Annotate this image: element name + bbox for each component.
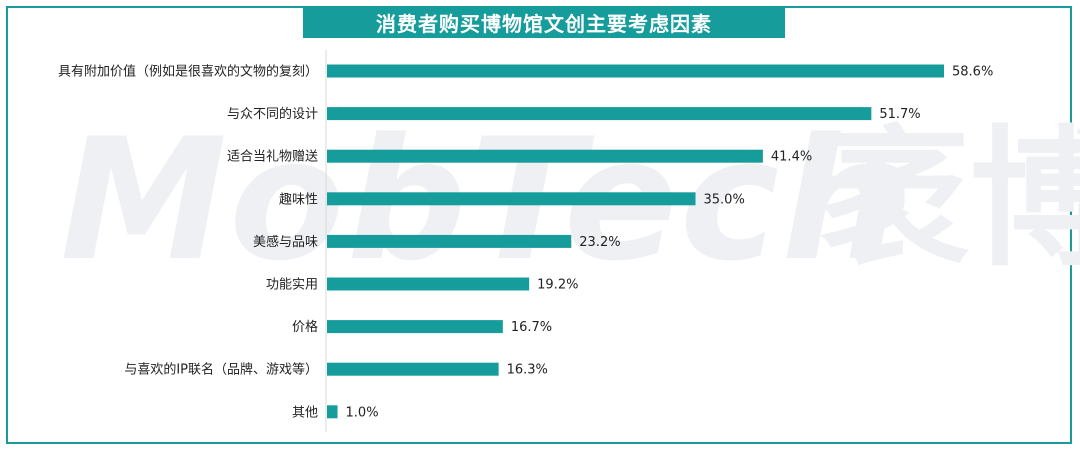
bar [327,149,763,163]
category-label: 与喜欢的IP联名（品牌、游戏等） [124,362,318,378]
value-label: 16.3% [507,363,548,378]
bar [327,107,872,121]
category-label: 趣味性 [279,192,318,207]
value-label: 58.6% [952,65,993,80]
bar [327,192,696,206]
chart-title: 消费者购买博物馆文创主要考虑因素 [303,6,785,38]
value-label: 35.0% [704,192,745,207]
bar [327,277,530,291]
category-label: 功能实用 [266,278,318,293]
bar [327,64,944,78]
category-label: 价格 [292,319,318,335]
bar [327,320,503,334]
bar [327,405,338,419]
value-label: 51.7% [879,107,920,122]
value-label: 16.7% [511,320,552,335]
bars-group: 具有附加价值（例如是很喜欢的文物的复刻） 58.6% 与众不同的设计 51.7% 适合当… [58,64,993,421]
category-label: 具有附加价值（例如是很喜欢的文物的复刻） [58,64,318,80]
value-label: 19.2% [537,278,578,293]
category-label: 美感与品味 [253,234,318,250]
category-label: 与众不同的设计 [227,106,318,122]
value-label: 1.0% [346,405,379,420]
chart-frame [6,6,1072,444]
bar [327,234,572,248]
category-label: 其他 [292,405,318,420]
category-label: 适合当礼物赠送 [227,149,318,165]
value-label: 23.2% [579,235,620,250]
value-label: 41.4% [771,150,812,165]
bar [327,362,499,376]
